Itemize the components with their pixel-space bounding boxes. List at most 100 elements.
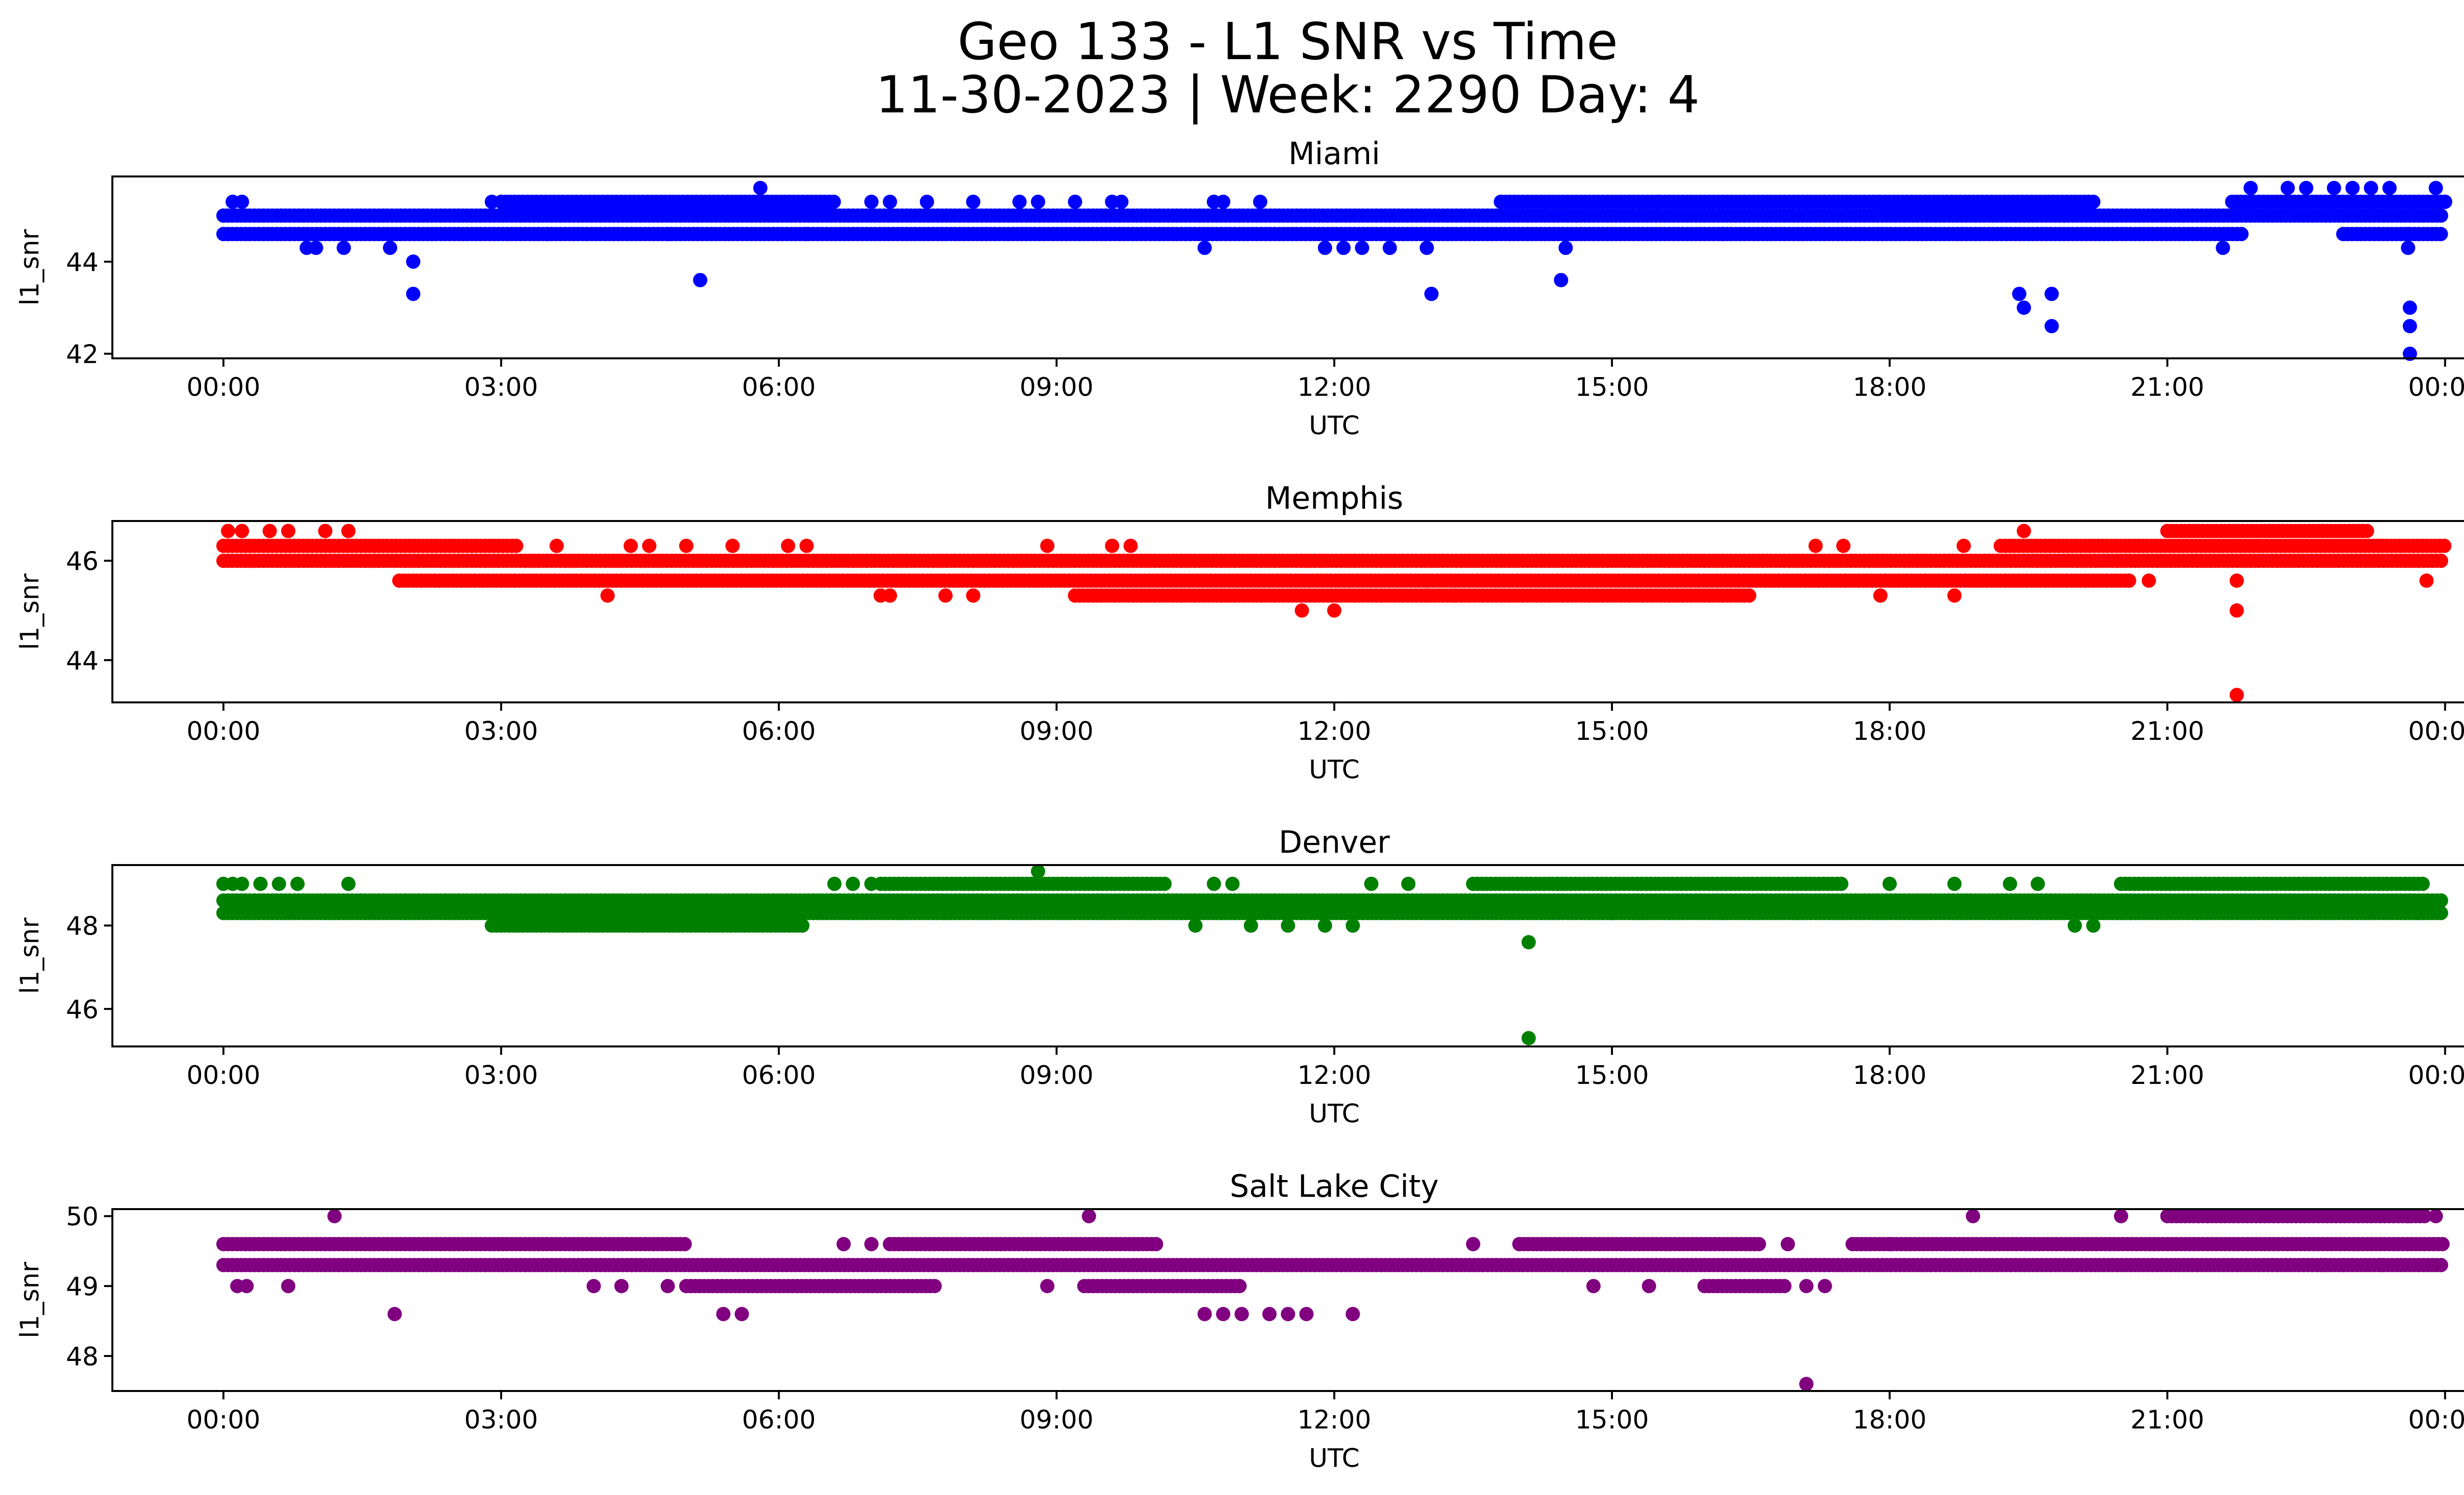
y-tick-label: 46: [66, 547, 99, 577]
x-tick-label: 15:00: [1575, 717, 1649, 746]
data-point: [2229, 688, 2244, 702]
data-point: [1243, 918, 1258, 933]
panel-1-title: Miami: [1288, 136, 1380, 172]
x-tick-label: 00:00: [2408, 373, 2464, 402]
data-point: [253, 876, 268, 891]
data-point: [221, 523, 236, 538]
data-point: [1198, 241, 1212, 255]
data-point: [660, 227, 675, 242]
x-tick-label: 06:00: [742, 717, 816, 746]
data-point: [1232, 1279, 1247, 1293]
data-point: [1447, 588, 1462, 603]
panel-1-marker-band-5: [1494, 194, 1885, 209]
data-point: [864, 194, 879, 209]
data-point: [1345, 918, 1360, 933]
panel-2: 00:00 03:00 06:00 09:00 12:00 15:00 18:00 21:00…: [15, 480, 2464, 785]
data-point: [883, 588, 897, 603]
panel-3-marker-band-2: [216, 905, 2448, 920]
data-point: [600, 588, 615, 603]
panel-1-xlabel: UTC: [1309, 411, 1360, 441]
data-point: [2086, 918, 2101, 933]
data-point: [1355, 241, 1369, 255]
data-point: [2280, 180, 2295, 195]
data-point: [2433, 227, 2448, 242]
data-point: [1419, 241, 1434, 255]
data-point: [2433, 905, 2448, 920]
data-point: [235, 523, 249, 538]
x-tick-label: 00:00: [186, 717, 260, 746]
data-point: [2243, 180, 2258, 195]
panel-4-marker-band-5: [1845, 1237, 2450, 1252]
x-tick-label: 18:00: [1853, 717, 1927, 746]
y-tick-label: 46: [66, 995, 99, 1025]
data-point: [235, 876, 249, 891]
data-point: [1188, 918, 1203, 933]
x-tick-label: 03:00: [464, 1061, 538, 1090]
data-point: [1651, 194, 1666, 209]
data-point: [2438, 194, 2453, 209]
data-point: [2437, 538, 2452, 553]
data-point: [475, 573, 490, 588]
data-point: [864, 876, 879, 891]
data-point: [1873, 588, 1888, 603]
panel-2-marker-band-3: [392, 573, 2136, 588]
x-tick-label: 09:00: [1020, 373, 1094, 402]
data-point: [927, 1279, 942, 1293]
data-point: [1790, 905, 1805, 920]
data-point: [846, 876, 860, 891]
data-point: [2122, 573, 2136, 588]
x-tick-label: 18:00: [1853, 373, 1927, 402]
data-point: [1149, 1237, 1164, 1252]
data-point: [509, 538, 523, 553]
data-point: [1808, 538, 1823, 553]
x-tick-label: 09:00: [1020, 717, 1094, 746]
data-point: [290, 876, 305, 891]
data-point: [1554, 273, 1569, 287]
data-point: [1401, 876, 1416, 891]
data-point: [2401, 227, 2415, 242]
data-point: [1114, 194, 1129, 209]
x-tick-label: 15:00: [1575, 373, 1649, 402]
data-point: [799, 227, 814, 242]
panel-2-marker-band-4: [1068, 588, 1756, 603]
x-tick-label: 00:00: [2408, 717, 2464, 746]
data-point: [540, 227, 555, 242]
panel-1-markers: [216, 180, 2453, 361]
data-point: [281, 523, 296, 538]
data-point: [341, 523, 356, 538]
x-tick-label: 21:00: [2130, 1061, 2204, 1090]
panel-4-marker-band-2: [216, 1237, 692, 1252]
data-point: [2402, 319, 2417, 334]
data-point: [2433, 893, 2448, 908]
data-point: [2030, 876, 2045, 891]
data-point: [2123, 905, 2138, 920]
panel-3-markers: [216, 864, 2448, 1045]
data-point: [1834, 876, 1848, 891]
data-point: [1558, 241, 1573, 255]
panel-3-marker-band-1: [216, 893, 2448, 908]
data-point: [799, 538, 814, 553]
panel-4-markers: [216, 1209, 2450, 1391]
data-point: [2415, 876, 2430, 891]
data-point: [1327, 603, 1341, 618]
data-point: [2402, 300, 2417, 315]
data-point: [2142, 573, 2156, 588]
data-point: [1947, 876, 1962, 891]
data-point: [2017, 300, 2031, 315]
data-point: [1318, 241, 1333, 255]
x-tick-label: 09:00: [1020, 1061, 1094, 1090]
y-tick-label: 42: [66, 340, 99, 370]
data-point: [2433, 208, 2448, 223]
x-tick-label: 00:00: [2408, 1061, 2464, 1090]
data-point: [725, 538, 740, 553]
data-point: [341, 876, 356, 891]
x-tick-label: 12:00: [1298, 1061, 1371, 1090]
data-point: [966, 588, 981, 603]
data-point: [308, 241, 323, 255]
data-point: [2382, 180, 2397, 195]
panel-2-markers: [216, 523, 2452, 702]
data-point: [2067, 918, 2082, 933]
panel-1-marker-band-7: [2225, 194, 2453, 209]
data-point: [892, 905, 907, 920]
